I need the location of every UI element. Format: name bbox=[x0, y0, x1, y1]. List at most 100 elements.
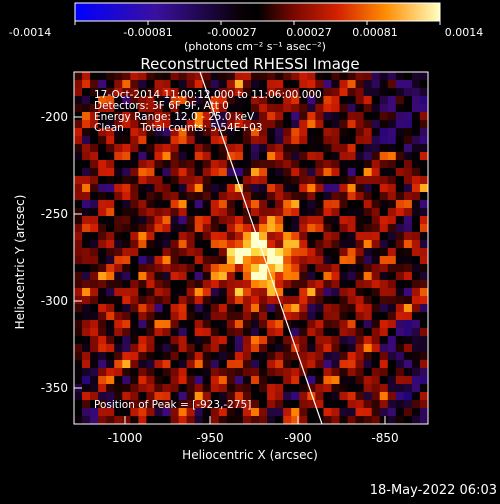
heatmap-cell bbox=[275, 96, 284, 105]
y-tick-label: -300 bbox=[41, 294, 68, 308]
heatmap-cell bbox=[106, 128, 115, 137]
heatmap-cell bbox=[411, 320, 421, 329]
heatmap-cell bbox=[90, 344, 99, 353]
heatmap-cell bbox=[251, 280, 260, 289]
heatmap-cell bbox=[251, 152, 260, 161]
heatmap-cell bbox=[411, 272, 421, 281]
heatmap-cell bbox=[275, 144, 284, 153]
heatmap-cell bbox=[283, 240, 292, 249]
heatmap-cell bbox=[170, 96, 179, 105]
heatmap-cell bbox=[299, 224, 308, 233]
heatmap-cell bbox=[242, 184, 252, 193]
heatmap-cell bbox=[267, 352, 276, 361]
heatmap-cell bbox=[194, 360, 204, 369]
heatmap-cell bbox=[339, 384, 348, 393]
heatmap-cell bbox=[74, 280, 83, 289]
heatmap-cell bbox=[267, 72, 276, 81]
heatmap-cell bbox=[363, 352, 372, 361]
heatmap-cell bbox=[210, 104, 220, 113]
heatmap-cell bbox=[130, 248, 139, 257]
heatmap-cell bbox=[218, 352, 228, 361]
heatmap-cell bbox=[218, 240, 228, 249]
heatmap-cell bbox=[291, 368, 300, 377]
heatmap-cell bbox=[379, 184, 389, 193]
heatmap-cell bbox=[299, 264, 308, 273]
heatmap-cell bbox=[291, 336, 300, 345]
heatmap-cell bbox=[242, 264, 252, 273]
heatmap-cell bbox=[347, 320, 356, 329]
heatmap-cell bbox=[403, 88, 413, 97]
heatmap-cell bbox=[242, 144, 252, 153]
heatmap-cell bbox=[170, 352, 179, 361]
heatmap-cell bbox=[403, 136, 413, 145]
heatmap-cell bbox=[226, 280, 236, 289]
heatmap-cell bbox=[299, 176, 308, 185]
heatmap-cell bbox=[315, 120, 324, 129]
heatmap-cell bbox=[403, 408, 413, 417]
heatmap-cell bbox=[339, 128, 348, 137]
heatmap-cell bbox=[210, 352, 220, 361]
heatmap-cell bbox=[162, 160, 171, 169]
heatmap-cell bbox=[355, 352, 364, 361]
heatmap-cell bbox=[234, 368, 244, 377]
heatmap-cell bbox=[154, 208, 163, 217]
heatmap-cell bbox=[259, 296, 268, 305]
heatmap-cell bbox=[251, 320, 260, 329]
heatmap-cell bbox=[315, 152, 324, 161]
heatmap-cell bbox=[130, 88, 139, 97]
heatmap-cell bbox=[98, 72, 107, 81]
heatmap-cell bbox=[138, 416, 147, 424]
heatmap-cell bbox=[379, 352, 389, 361]
heatmap-cell bbox=[395, 280, 405, 289]
heatmap-cell bbox=[323, 232, 332, 241]
heatmap-cell bbox=[234, 304, 244, 313]
heatmap-cell bbox=[170, 200, 179, 209]
heatmap-cell bbox=[323, 408, 332, 417]
heatmap-cell bbox=[186, 360, 195, 369]
heatmap-cell bbox=[363, 320, 372, 329]
heatmap-cell bbox=[403, 128, 413, 137]
heatmap-cell bbox=[395, 336, 405, 345]
heatmap-cell bbox=[419, 72, 428, 81]
heatmap-cell bbox=[74, 104, 83, 113]
heatmap-cell bbox=[162, 232, 171, 241]
heatmap-cell bbox=[291, 296, 300, 305]
heatmap-cell bbox=[114, 168, 123, 177]
heatmap-cell bbox=[347, 376, 356, 385]
heatmap-cell bbox=[242, 120, 252, 129]
heatmap-cell bbox=[363, 240, 372, 249]
heatmap-cell bbox=[275, 392, 284, 401]
heatmap-cell bbox=[202, 72, 212, 81]
heatmap-cell bbox=[170, 120, 179, 129]
heatmap-cell bbox=[363, 104, 372, 113]
heatmap-cell bbox=[74, 208, 83, 217]
heatmap-cell bbox=[291, 112, 300, 121]
heatmap-cell bbox=[186, 312, 195, 321]
heatmap-cell bbox=[307, 112, 316, 121]
heatmap-cell bbox=[347, 272, 356, 281]
heatmap-cell bbox=[395, 240, 405, 249]
heatmap-cell bbox=[74, 352, 83, 361]
plot-frame bbox=[73, 71, 429, 425]
heatmap-cell bbox=[355, 296, 364, 305]
heatmap-cell bbox=[130, 280, 139, 289]
heatmap-cell bbox=[218, 184, 228, 193]
heatmap-cell bbox=[114, 184, 123, 193]
heatmap-cell bbox=[371, 152, 381, 161]
heatmap-cell bbox=[291, 120, 300, 129]
heatmap-cell bbox=[226, 368, 236, 377]
heatmap-cell bbox=[387, 176, 397, 185]
heatmap-cell bbox=[138, 168, 147, 177]
heatmap-cell bbox=[299, 112, 308, 121]
heatmap-cell bbox=[275, 336, 284, 345]
heatmap-cell bbox=[146, 240, 155, 249]
heatmap-cell bbox=[154, 360, 163, 369]
heatmap-cell bbox=[275, 200, 284, 209]
heatmap-cell bbox=[218, 200, 228, 209]
heatmap-cell bbox=[106, 264, 115, 273]
heatmap-cell bbox=[74, 392, 83, 401]
heatmap-cell bbox=[339, 224, 348, 233]
heatmap-cell bbox=[162, 168, 171, 177]
heatmap-cell bbox=[355, 328, 364, 337]
heatmap-cell bbox=[379, 376, 389, 385]
